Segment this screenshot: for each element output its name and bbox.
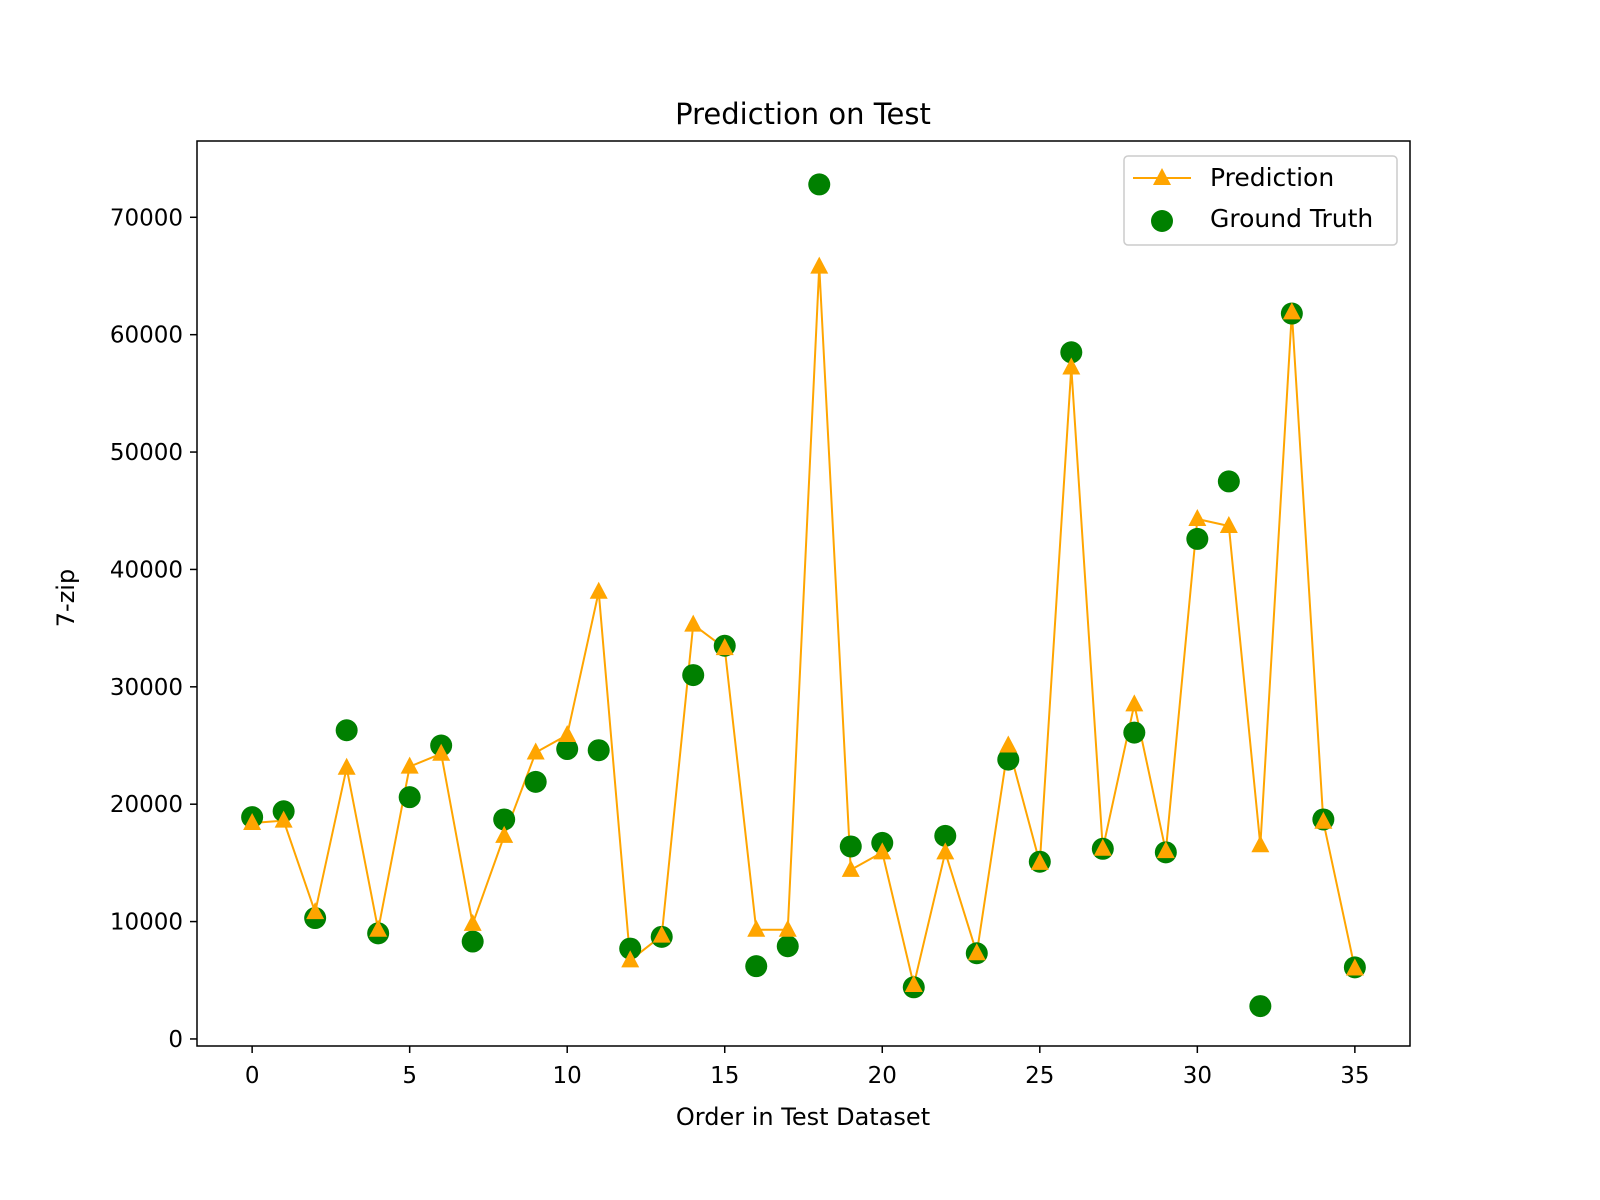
prediction-point (1188, 508, 1207, 526)
prediction-point (810, 256, 829, 274)
x-tick-label: 15 (710, 1063, 739, 1089)
x-tick-label: 10 (553, 1063, 582, 1089)
ground-truth-point (1123, 721, 1146, 744)
prediction-point (873, 842, 892, 860)
x-tick-label: 20 (868, 1063, 897, 1089)
ground-truth-point (461, 930, 484, 953)
prediction-point (967, 943, 986, 961)
prediction-point (1125, 694, 1144, 712)
prediction-point (1251, 835, 1270, 853)
ground-truth-point (493, 808, 516, 831)
ground-truth-point (524, 770, 547, 793)
prediction-point (684, 614, 703, 632)
ground-truth-point (1060, 341, 1083, 364)
prediction-point (652, 925, 671, 943)
ground-truth-point (556, 738, 579, 761)
x-tick-label: 25 (1025, 1063, 1054, 1089)
y-tick-label: 10000 (110, 910, 183, 936)
ground-truth-point (1186, 527, 1209, 550)
prediction-point (999, 735, 1018, 753)
prediction-point (274, 810, 293, 828)
y-tick-label: 60000 (110, 323, 183, 349)
plot-frame (196, 140, 1411, 1047)
prediction-point (1314, 811, 1333, 829)
x-tick-label: 30 (1183, 1063, 1212, 1089)
x-tick-label: 5 (402, 1063, 417, 1089)
prediction-point (778, 919, 797, 937)
ground-truth-point (587, 739, 610, 762)
y-tick-label: 40000 (110, 557, 183, 583)
legend-ground-truth-label: Ground Truth (1210, 204, 1373, 233)
ground-truth-point (335, 719, 358, 742)
prediction-point (715, 638, 734, 656)
legend-prediction-label: Prediction (1210, 163, 1334, 192)
y-tick-label: 50000 (110, 440, 183, 466)
prediction-point (1156, 841, 1175, 859)
legend-box (1123, 155, 1398, 246)
prediction-point (400, 756, 419, 774)
y-tick-label: 0 (168, 1027, 183, 1053)
prediction-point (1062, 357, 1081, 375)
ground-truth-point (997, 748, 1020, 771)
prediction-point (747, 919, 766, 937)
ground-truth-point (745, 955, 768, 978)
y-tick-label: 20000 (110, 792, 183, 818)
ground-truth-point (398, 786, 421, 809)
prediction-point (306, 902, 325, 920)
prediction-point (1345, 958, 1364, 976)
ground-truth-point (1249, 995, 1272, 1018)
prediction-point (589, 581, 608, 599)
x-axis-label: Order in Test Dataset (676, 1103, 930, 1131)
legend-ground-truth-marker (1151, 210, 1173, 232)
prediction-point (463, 913, 482, 931)
prediction-point (1219, 516, 1238, 534)
prediction-point (243, 812, 262, 830)
y-tick-label: 70000 (110, 205, 183, 231)
prediction-point (337, 757, 356, 775)
prediction-point (904, 974, 923, 992)
legend: Prediction Ground Truth (1123, 155, 1398, 246)
plot-area: 0 5 10 15 20 25 30 35 0 10000 20000 30000 40000 50000… (110, 140, 1411, 1089)
prediction-point (369, 919, 388, 937)
prediction-point (621, 950, 640, 968)
x-tick-label: 0 (245, 1063, 260, 1089)
ground-truth-point (808, 173, 831, 196)
prediction-point (526, 742, 545, 760)
ground-truth-point (776, 935, 799, 958)
prediction-point (495, 825, 514, 843)
legend-prediction-marker (1153, 168, 1171, 185)
ground-truth-point (839, 835, 862, 858)
prediction-point (1030, 852, 1049, 870)
prediction-point (558, 724, 577, 742)
ground-truth-point (1217, 470, 1240, 493)
ground-truth-point (682, 664, 705, 687)
prediction-point (432, 743, 451, 761)
prediction-point (1282, 302, 1301, 320)
chart-title: Prediction on Test (675, 97, 931, 131)
y-tick-label: 30000 (110, 675, 183, 701)
ground-truth-point (934, 824, 957, 847)
prediction-point (936, 842, 955, 860)
ground-truth-point (619, 937, 642, 960)
prediction-point (841, 859, 860, 877)
prediction-point (1093, 838, 1112, 856)
y-axis-label: 7-zip (52, 569, 80, 627)
x-tick-label: 35 (1340, 1063, 1369, 1089)
